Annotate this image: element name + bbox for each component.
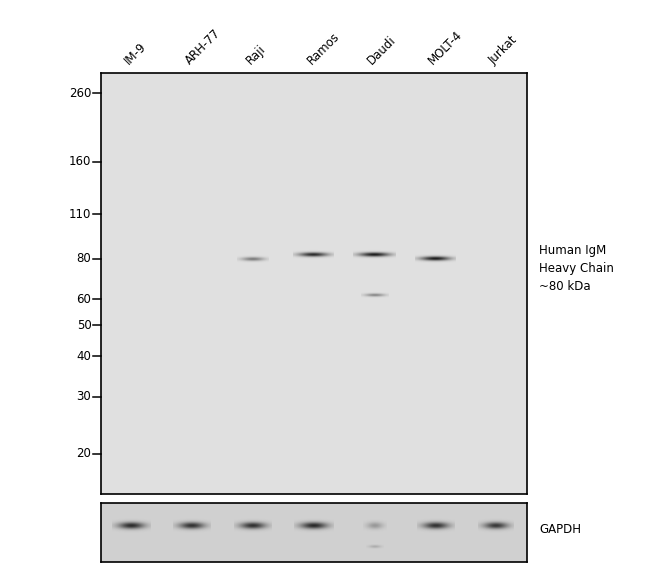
Text: IM-9: IM-9 bbox=[122, 40, 149, 67]
Text: 110: 110 bbox=[69, 208, 92, 221]
Text: 160: 160 bbox=[69, 155, 92, 168]
Text: 40: 40 bbox=[77, 350, 92, 363]
Text: GAPDH: GAPDH bbox=[540, 523, 581, 536]
Text: ARH-77: ARH-77 bbox=[183, 26, 223, 67]
Text: MOLT-4: MOLT-4 bbox=[426, 27, 465, 67]
Text: 20: 20 bbox=[77, 448, 92, 460]
Text: 50: 50 bbox=[77, 319, 92, 332]
Text: Jurkat: Jurkat bbox=[487, 33, 521, 67]
Text: Daudi: Daudi bbox=[365, 33, 399, 67]
Text: Ramos: Ramos bbox=[304, 29, 342, 67]
Text: 260: 260 bbox=[69, 87, 92, 100]
Text: 60: 60 bbox=[77, 293, 92, 306]
Text: Raji: Raji bbox=[244, 42, 268, 67]
Text: 80: 80 bbox=[77, 253, 92, 266]
Text: Human IgM
Heavy Chain
~80 kDa: Human IgM Heavy Chain ~80 kDa bbox=[540, 243, 614, 292]
Text: 30: 30 bbox=[77, 390, 92, 404]
